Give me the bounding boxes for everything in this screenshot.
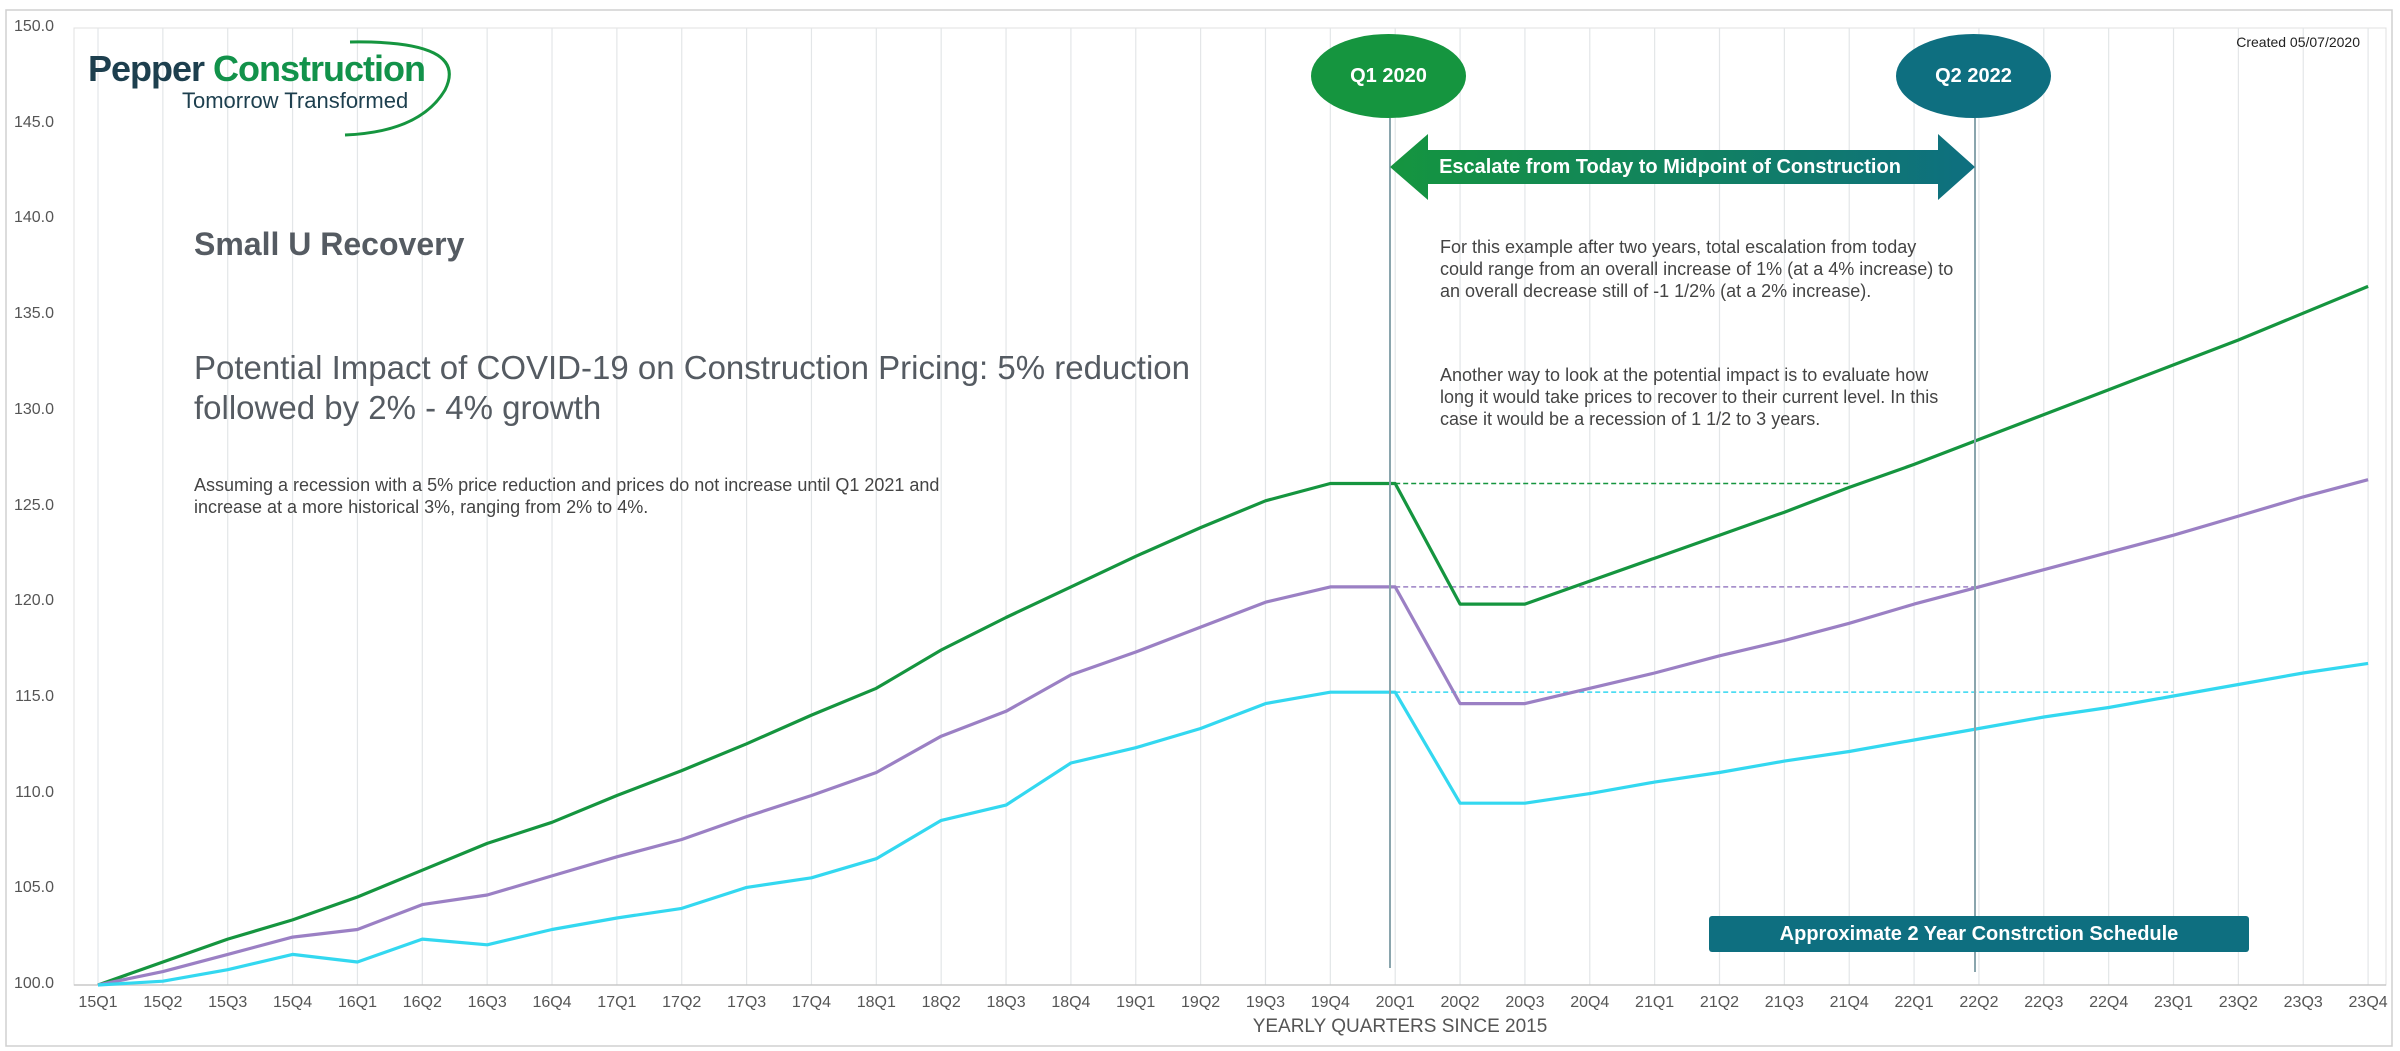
x-tick-label: 20Q4 xyxy=(1570,994,1610,1011)
series-line-0 xyxy=(97,284,2369,987)
series-line-2 xyxy=(97,661,2369,987)
x-tick-label: 15Q3 xyxy=(208,994,248,1011)
x-tick-label: 23Q1 xyxy=(2153,994,2194,1011)
x-tick-label: 17Q1 xyxy=(597,994,637,1011)
x-tick-label: 19Q3 xyxy=(1245,994,1286,1011)
y-tick-label: 150.0 xyxy=(13,18,54,35)
x-tick-label: 21Q3 xyxy=(1764,994,1804,1011)
y-tick-label: 125.0 xyxy=(13,496,54,514)
series-line-1 xyxy=(97,478,2369,987)
x-tick-label: 22Q2 xyxy=(1959,994,1999,1011)
company-logo: Pepper Construction xyxy=(88,48,426,89)
q2-2022-marker: Q2 2022 xyxy=(1896,34,2051,118)
x-axis-label: YEARLY QUARTERS SINCE 2015 xyxy=(1252,1016,1548,1037)
x-tick-label: 16Q4 xyxy=(532,994,572,1011)
recovery-note: Another way to look at the potential imp… xyxy=(1440,365,1939,429)
chart-subtitle: Potential Impact of COVID-19 on Construc… xyxy=(194,349,1190,426)
y-tick-label: 140.0 xyxy=(13,209,54,227)
escalation-note: For this example after two years, total … xyxy=(1440,237,1954,301)
escalation-arrow-label: Escalate from Today to Midpoint of Const… xyxy=(1439,156,1901,178)
x-tick-label: 17Q3 xyxy=(727,994,767,1011)
x-tick-label: 22Q4 xyxy=(2089,994,2129,1011)
x-tick-label: 20Q1 xyxy=(1375,994,1415,1011)
x-tick-label: 15Q2 xyxy=(143,994,183,1011)
x-tick-label: 21Q4 xyxy=(1829,994,1869,1011)
x-tick-label: 16Q1 xyxy=(337,994,377,1011)
x-tick-label: 20Q3 xyxy=(1505,994,1545,1011)
y-tick-label: 145.0 xyxy=(13,113,54,131)
y-tick-label: 135.0 xyxy=(13,305,54,323)
chart-title: Small U Recovery xyxy=(194,226,465,262)
x-tick-label: 17Q4 xyxy=(791,994,832,1011)
x-tick-label: 23Q4 xyxy=(2348,994,2388,1011)
logo-swoosh xyxy=(344,40,451,137)
x-tick-label: 18Q3 xyxy=(986,994,1026,1011)
q1-2020-marker: Q1 2020 xyxy=(1311,34,1466,118)
company-tagline: Tomorrow Transformed xyxy=(182,88,409,113)
schedule-label: Approximate 2 Year Constrction Schedule xyxy=(1709,916,2249,952)
y-tick-label: 105.0 xyxy=(13,879,54,897)
y-tick-label: 110.0 xyxy=(15,783,54,801)
x-tick-label: 23Q3 xyxy=(2283,994,2323,1011)
x-tick-label: 15Q1 xyxy=(78,994,118,1011)
y-tick-label: 120.0 xyxy=(13,592,54,610)
chart-description: Assuming a recession with a 5% price red… xyxy=(194,475,940,517)
x-tick-label: 16Q2 xyxy=(402,994,442,1011)
x-tick-label: 23Q2 xyxy=(2218,994,2258,1011)
x-tick-label: 18Q2 xyxy=(921,994,961,1011)
y-tick-label: 100.0 xyxy=(13,975,54,992)
x-tick-label: 20Q2 xyxy=(1440,994,1480,1011)
x-tick-label: 19Q1 xyxy=(1116,994,1156,1011)
escalation-arrow xyxy=(1390,134,1975,200)
x-tick-label: 22Q1 xyxy=(1894,994,1934,1011)
created-date: Created 05/07/2020 xyxy=(2236,34,2360,50)
x-tick-label: 17Q2 xyxy=(662,994,702,1011)
x-tick-label: 21Q2 xyxy=(1699,994,1740,1011)
y-tick-label: 130.0 xyxy=(13,400,54,418)
x-tick-label: 22Q3 xyxy=(2024,994,2064,1011)
x-tick-label: 18Q4 xyxy=(1051,994,1091,1011)
x-tick-label: 15Q4 xyxy=(273,994,313,1011)
x-tick-label: 16Q3 xyxy=(467,994,507,1011)
x-tick-label: 19Q4 xyxy=(1310,994,1350,1011)
x-tick-label: 18Q1 xyxy=(856,994,896,1011)
x-tick-label: 19Q2 xyxy=(1181,994,1221,1011)
x-tick-label: 21Q1 xyxy=(1635,994,1675,1011)
y-tick-label: 115.0 xyxy=(15,687,54,705)
